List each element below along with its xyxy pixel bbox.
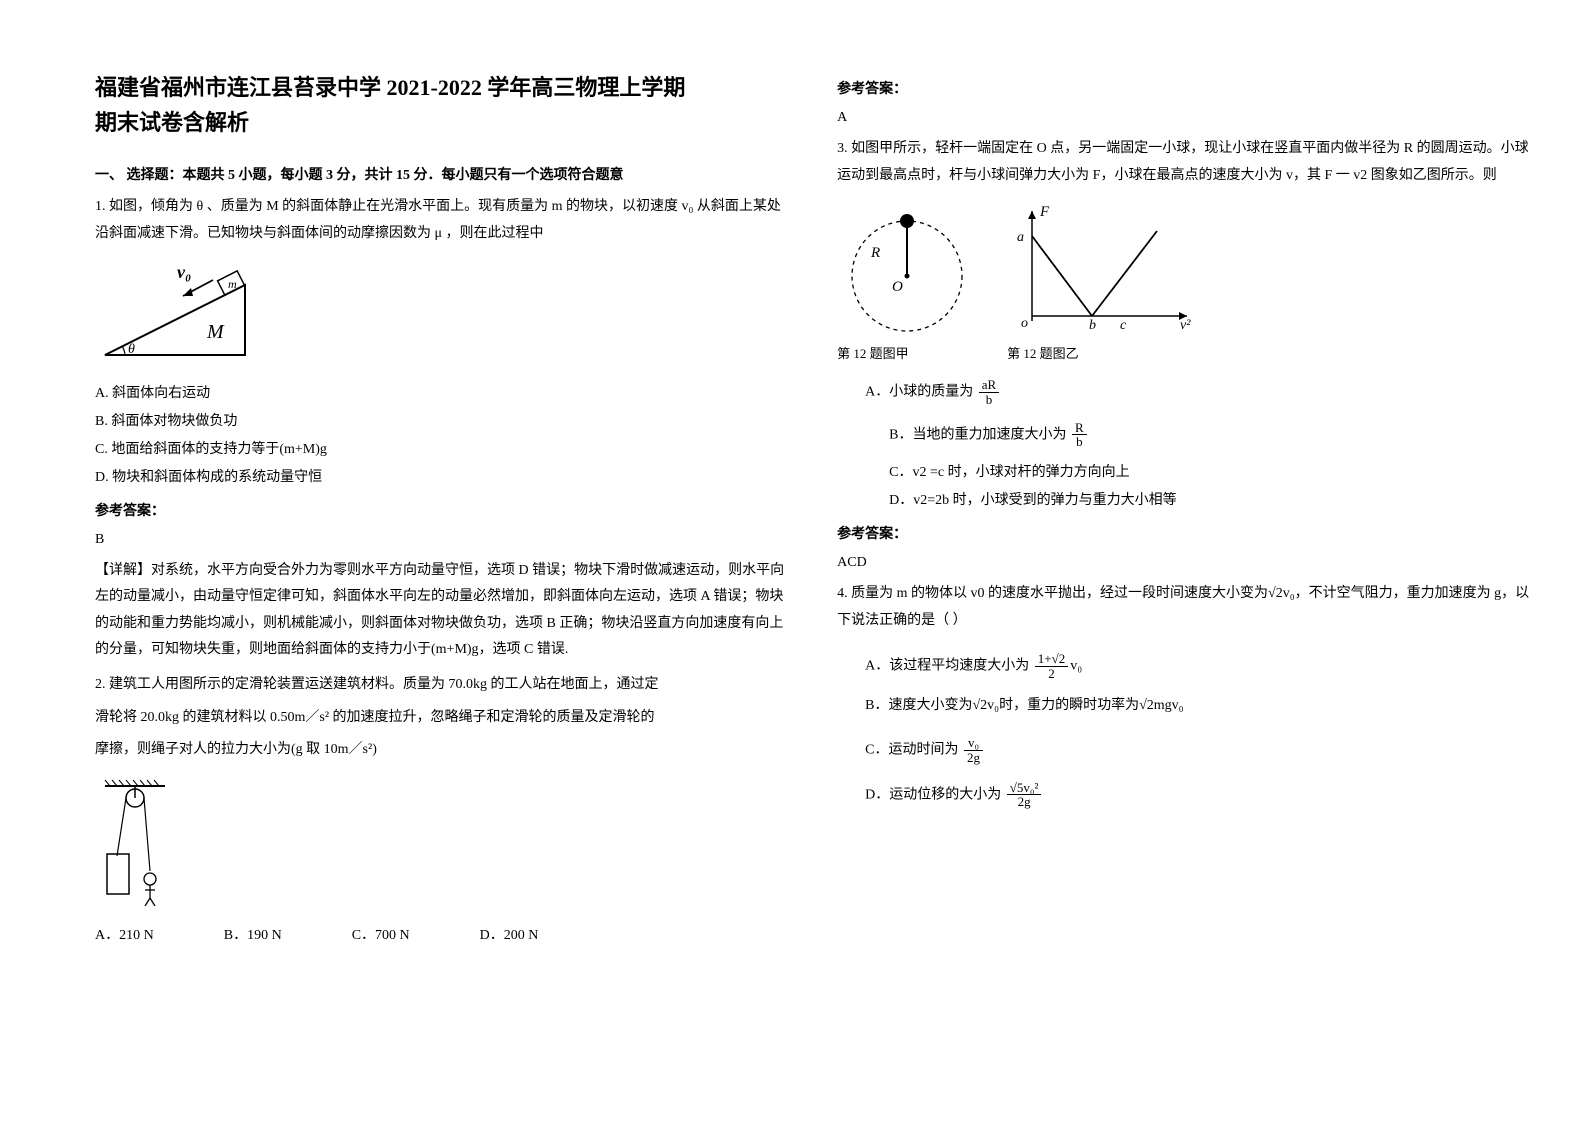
o-label: O bbox=[892, 279, 903, 295]
q4-opt-c: C．运动时间为 v₀ 2g bbox=[837, 736, 1529, 764]
q2-options: A．210 N B．190 N C．700 N D．200 N bbox=[95, 924, 787, 944]
q3-opt-a-num: aR bbox=[979, 378, 999, 393]
q3-opt-a-den: b bbox=[979, 393, 999, 407]
fraction-icon: 1+√2 2 bbox=[1035, 652, 1068, 680]
q2-stem-3: 摩擦，则绳子对人的拉力大小为(g 取 10m／s²) bbox=[95, 737, 787, 764]
q1-opt-b: B. 斜面体对物块做负功 bbox=[95, 408, 787, 436]
q4-opt-d: D．运动位移的大小为 √5v₀² 2g bbox=[837, 781, 1529, 809]
q4-opt-a-den: 2 bbox=[1035, 667, 1068, 681]
a-tick-label: a bbox=[1017, 230, 1024, 245]
q4-opt-b-mid1: √2v₀ bbox=[973, 698, 1000, 713]
q1-answer-value: B bbox=[95, 532, 787, 548]
q1-answer-label: 参考答案： bbox=[95, 500, 787, 520]
q3-cap-2: 第 12 题图乙 bbox=[1007, 343, 1079, 362]
q4-opt-a: A．该过程平均速度大小为 1+√2 2 v₀ bbox=[837, 652, 1529, 680]
q2-figure bbox=[95, 776, 787, 906]
q2-opt-d: D．200 N bbox=[480, 924, 539, 944]
title-line-2: 期末试卷含解析 bbox=[95, 110, 249, 135]
q4-options: A．该过程平均速度大小为 1+√2 2 v₀ B．速度大小变为√2v₀时，重力的… bbox=[837, 640, 1529, 825]
m-label: m bbox=[228, 277, 237, 291]
q4-opt-b-mid2: 时，重力的瞬时功率为 bbox=[999, 698, 1139, 713]
q1-options: A. 斜面体向右运动 B. 斜面体对物块做负功 C. 地面给斜面体的支持力等于(… bbox=[95, 380, 787, 492]
q1-opt-c: C. 地面给斜面体的支持力等于(m+M)g bbox=[95, 436, 787, 464]
q3-opt-c: C．v2 =c 时，小球对杆的弹力方向向上 bbox=[837, 459, 1529, 487]
origin-label: o bbox=[1021, 316, 1028, 331]
title-line-1: 福建省福州市连江县苔录中学 2021-2022 学年高三物理上学期 bbox=[95, 75, 685, 100]
fraction-icon: aR b bbox=[979, 378, 999, 406]
q1-explanation: 【详解】对系统，水平方向受合外力为零则水平方向动量守恒，选项 D 错误；物块下滑… bbox=[95, 558, 787, 664]
right-column: 参考答案： A 3. 如图甲所示，轻杆一端固定在 O 点，另一端固定一小球，现让… bbox=[837, 70, 1529, 1092]
q3-opt-b-num: R bbox=[1072, 421, 1087, 436]
q1-figure: θ m v₀ M bbox=[95, 260, 787, 370]
q4-opt-b: B．速度大小变为√2v₀时，重力的瞬时功率为√2mgv₀ bbox=[837, 692, 1529, 720]
q2-stem-1: 2. 建筑工人用图所示的定滑轮装置运送建筑材料。质量为 70.0kg 的工人站在… bbox=[95, 672, 787, 699]
q3-opt-a: A．小球的质量为 aR b bbox=[837, 378, 1529, 406]
q4-opt-a-pre: A．该过程平均速度大小为 bbox=[865, 658, 1029, 673]
q3-cap-1: 第 12 题图甲 bbox=[837, 343, 909, 362]
q4-stem-sqrt: √2v₀ bbox=[1268, 586, 1295, 601]
q4-opt-c-den: 2g bbox=[964, 751, 983, 765]
q2-opt-c: C．700 N bbox=[352, 924, 410, 944]
q4-opt-d-den: 2g bbox=[1007, 795, 1042, 809]
bigm-label: M bbox=[206, 321, 225, 343]
q3-answer-label: 参考答案： bbox=[837, 523, 1529, 543]
q3-figure: R O 第 12 题图甲 F v² a o b bbox=[837, 201, 1529, 362]
q2-answer-label: 参考答案： bbox=[837, 78, 1529, 98]
q3-options: A．小球的质量为 aR b B．当地的重力加速度大小为 R b C．v2 =c … bbox=[837, 378, 1529, 515]
q4-opt-a-tail: v₀ bbox=[1070, 658, 1082, 673]
q2-stem-2: 滑轮将 20.0kg 的建筑材料以 0.50m／s² 的加速度拉升，忽略绳子和定… bbox=[95, 705, 787, 732]
q1-stem: 1. 如图，倾角为 θ 、质量为 M 的斜面体静止在光滑水平面上。现有质量为 m… bbox=[95, 194, 787, 247]
q4-opt-b-pre: B．速度大小变为 bbox=[865, 698, 972, 713]
q4-stem: 4. 质量为 m 的物体以 v0 的速度水平抛出，经过一段时间速度大小变为√2v… bbox=[837, 581, 1529, 634]
q3-opt-d: D．v2=2b 时，小球受到的弹力与重力大小相等 bbox=[837, 487, 1529, 515]
q3-answer-value: ACD bbox=[837, 555, 1529, 571]
q1-opt-d: D. 物块和斜面体构成的系统动量守恒 bbox=[95, 464, 787, 492]
left-column: 福建省福州市连江县苔录中学 2021-2022 学年高三物理上学期 期末试卷含解… bbox=[95, 70, 787, 1092]
q4-stem-pre: 4. 质量为 m 的物体以 v0 的速度水平抛出，经过一段时间速度大小变为 bbox=[837, 586, 1268, 601]
theta-label: θ bbox=[128, 342, 135, 357]
q4-opt-b-mid3: √2mgv₀ bbox=[1139, 698, 1183, 713]
q1-opt-a: A. 斜面体向右运动 bbox=[95, 380, 787, 408]
q3-opt-b-den: b bbox=[1072, 435, 1087, 449]
fraction-icon: √5v₀² 2g bbox=[1007, 781, 1042, 809]
r-label: R bbox=[870, 245, 880, 261]
q4-opt-a-num: 1+√2 bbox=[1035, 652, 1068, 667]
q4-opt-c-num: v₀ bbox=[964, 736, 983, 751]
q4-opt-d-num: √5v₀² bbox=[1007, 781, 1042, 796]
v0-label: v₀ bbox=[177, 262, 191, 282]
q3-opt-b-pre: B．当地的重力加速度大小为 bbox=[889, 427, 1066, 442]
q2-opt-a: A．210 N bbox=[95, 924, 154, 944]
q3-opt-b: B．当地的重力加速度大小为 R b bbox=[837, 421, 1529, 449]
v2-axis-label: v² bbox=[1180, 318, 1191, 333]
fraction-icon: v₀ 2g bbox=[964, 736, 983, 764]
c-tick-label: c bbox=[1120, 318, 1127, 333]
q4-opt-d-pre: D．运动位移的大小为 bbox=[865, 787, 1001, 802]
section-1-heading: 一、 选择题：本题共 5 小题，每小题 3 分，共计 15 分．每小题只有一个选… bbox=[95, 164, 787, 184]
q2-answer-value: A bbox=[837, 110, 1529, 126]
f-axis-label: F bbox=[1039, 204, 1050, 220]
b-tick-label: b bbox=[1089, 318, 1096, 333]
q3-opt-a-pre: A．小球的质量为 bbox=[865, 385, 973, 400]
q3-stem: 3. 如图甲所示，轻杆一端固定在 O 点，另一端固定一小球，现让小球在竖直平面内… bbox=[837, 136, 1529, 189]
q2-opt-b: B．190 N bbox=[224, 924, 282, 944]
fraction-icon: R b bbox=[1072, 421, 1087, 449]
q4-opt-c-pre: C．运动时间为 bbox=[865, 743, 958, 758]
doc-title: 福建省福州市连江县苔录中学 2021-2022 学年高三物理上学期 期末试卷含解… bbox=[95, 70, 787, 140]
